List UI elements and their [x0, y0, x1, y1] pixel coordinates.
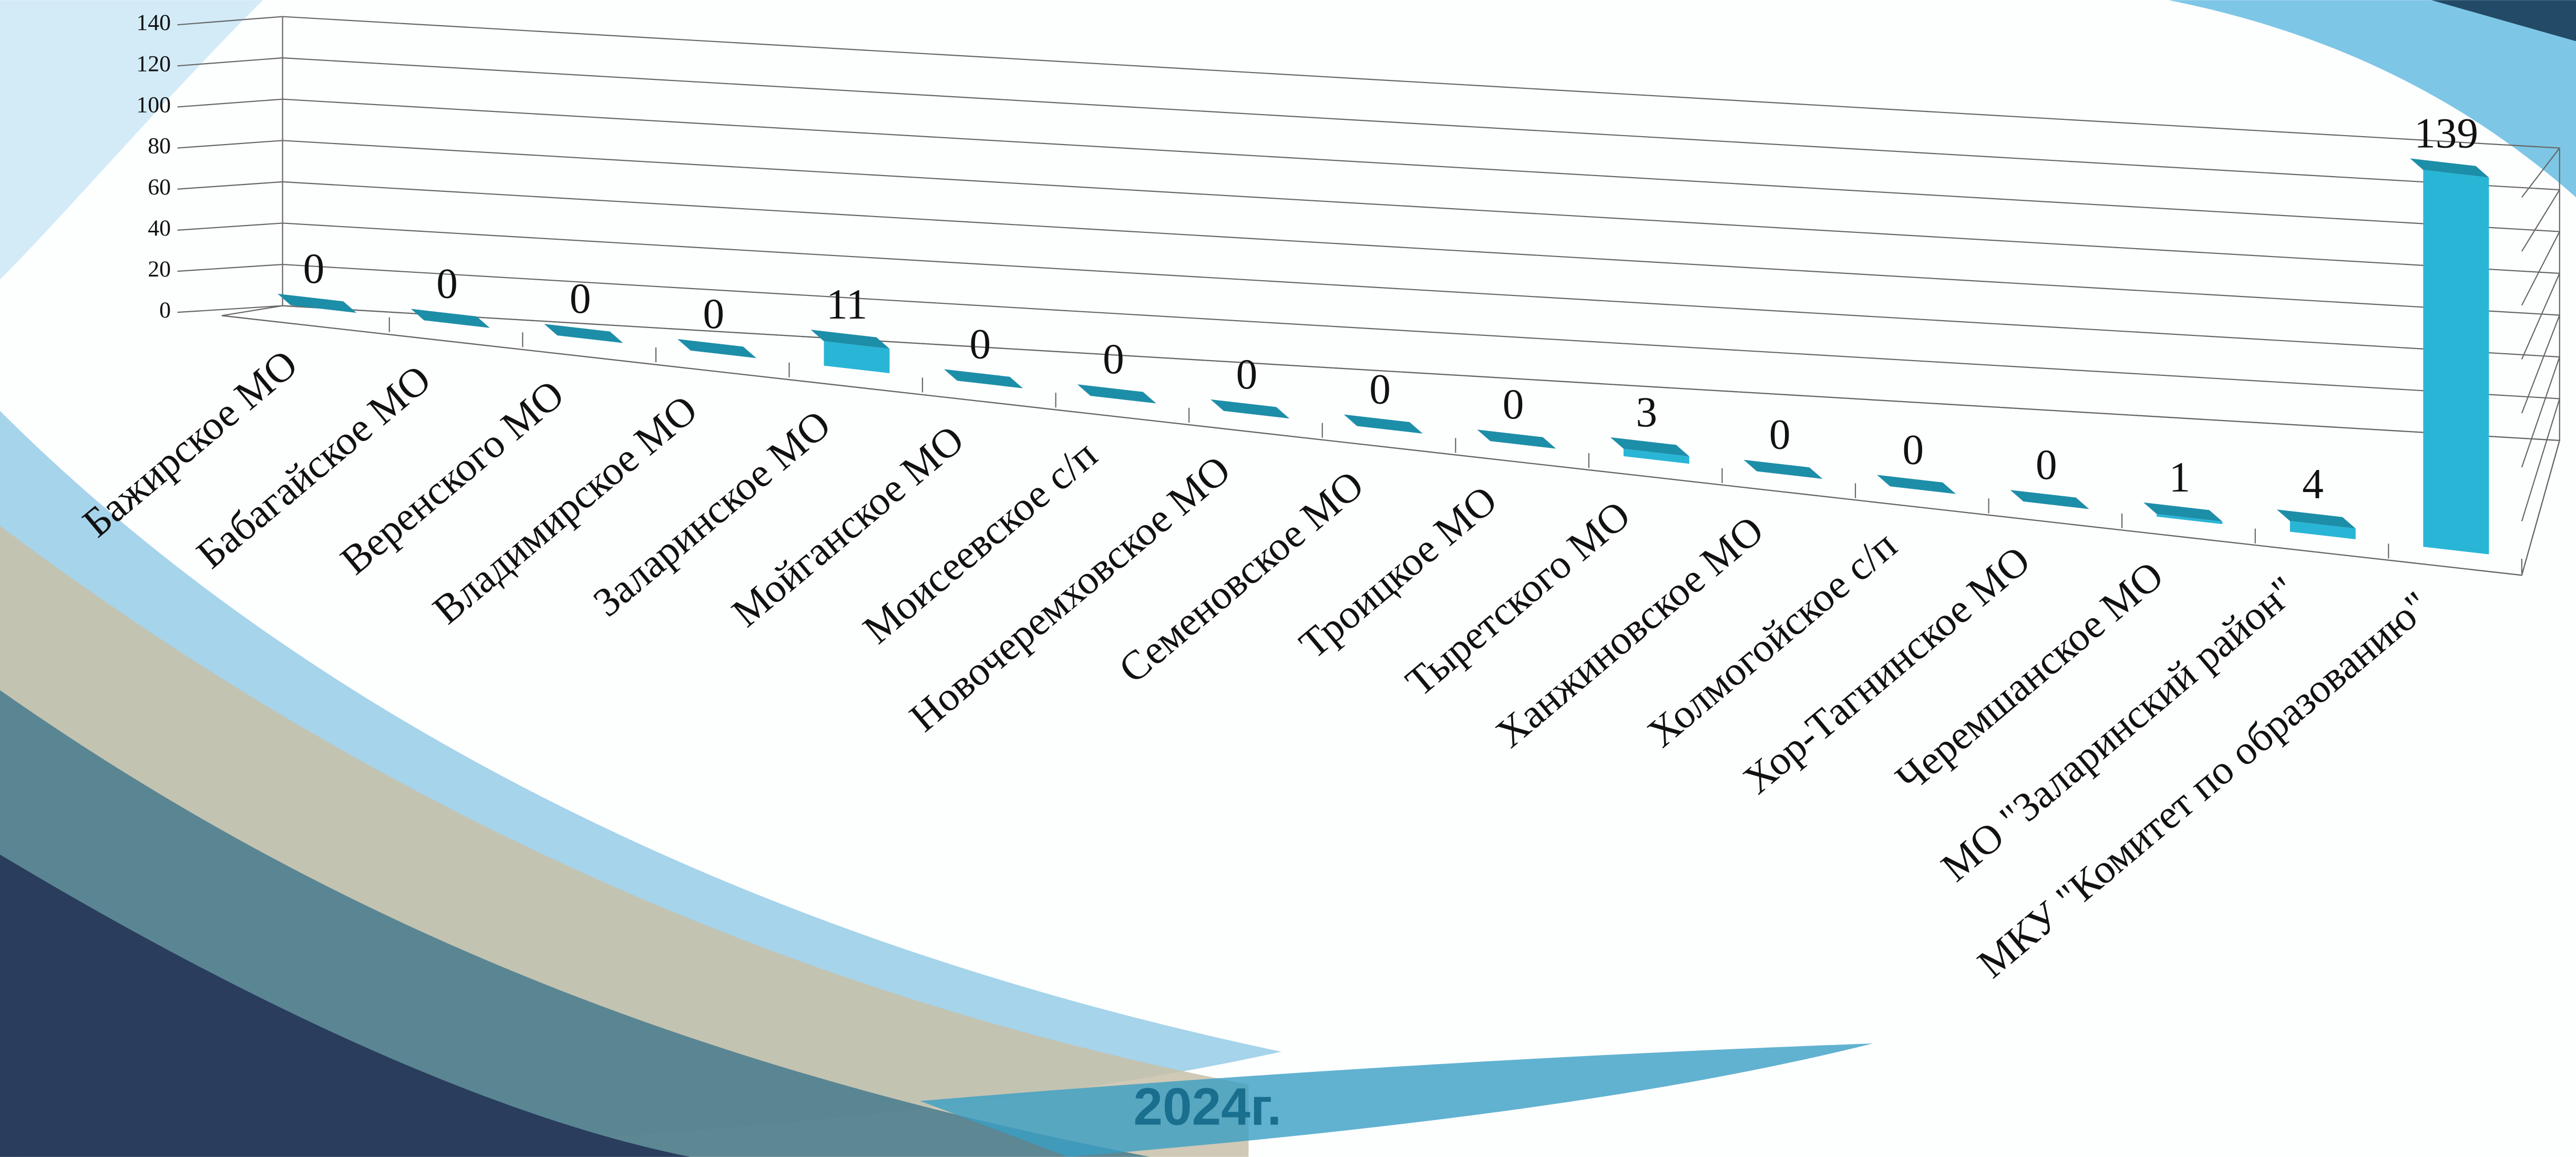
grid-line [2521, 147, 2560, 198]
value-label: 139 [2414, 109, 2478, 157]
value-label: 0 [1369, 366, 1391, 413]
value-label: 0 [1103, 335, 1124, 383]
bar-top [944, 369, 1023, 388]
y-tick-label: 140 [136, 10, 171, 35]
bar-top [544, 324, 623, 343]
grid-line [2521, 231, 2560, 306]
tick-mark [177, 140, 283, 149]
bar-top [1610, 437, 1689, 457]
value-label: 0 [1236, 351, 1258, 398]
bar-top [278, 293, 357, 313]
grid-line [282, 57, 2560, 191]
bar-top [2143, 502, 2223, 522]
bar-front [2157, 514, 2223, 525]
value-label: 1 [2169, 454, 2191, 501]
bar-top [2010, 490, 2089, 509]
y-tick-label: 20 [148, 257, 171, 282]
value-label: 0 [1503, 381, 1524, 428]
tick-mark [177, 181, 283, 190]
bar-top [810, 330, 890, 349]
grid-line [282, 181, 2560, 316]
y-tick-label: 40 [148, 216, 171, 241]
grid-line [282, 98, 2560, 232]
value-label: 0 [1902, 426, 1924, 473]
footer-label: 2024г. [1133, 1078, 1281, 1136]
bar-top [677, 339, 756, 359]
bar-top [410, 309, 490, 328]
value-label: 0 [970, 320, 991, 367]
grid-line [2521, 189, 2560, 252]
grid-line [2521, 356, 2560, 468]
y-tick-label: 100 [136, 92, 171, 117]
tick-mark [177, 222, 283, 231]
bar-front [1623, 448, 1689, 464]
value-label: 3 [1636, 388, 1657, 436]
tick-mark [177, 305, 283, 313]
value-label: 4 [2302, 460, 2324, 508]
bar-top [2410, 158, 2489, 178]
bar-front [2423, 170, 2489, 555]
y-tick-label: 60 [148, 175, 171, 200]
bar-top [1077, 384, 1156, 404]
bar-top [2276, 509, 2356, 529]
value-label: 0 [436, 260, 458, 308]
bar-front [824, 341, 890, 373]
tick-mark [177, 263, 283, 272]
grid-line [282, 140, 2560, 274]
bar-top [1210, 399, 1290, 419]
bar-top [1743, 459, 1823, 479]
tick-mark [177, 16, 283, 26]
grid-line [282, 263, 2560, 400]
axis-line [221, 315, 2522, 576]
grid-line [2521, 440, 2560, 576]
value-label: 0 [1769, 411, 1791, 458]
tick-mark [177, 98, 283, 108]
grid-line [282, 222, 2560, 358]
value-label: 0 [703, 290, 724, 337]
bar-top [1877, 475, 1956, 494]
grid-line [2521, 273, 2560, 360]
grid-line [2521, 398, 2560, 521]
grid-line [282, 16, 2560, 149]
value-label: 0 [2036, 441, 2057, 488]
grid-line [2521, 315, 2560, 414]
bar-top [1477, 429, 1556, 449]
value-label: 0 [570, 275, 591, 322]
y-tick-label: 0 [159, 298, 171, 323]
value-label: 11 [826, 281, 867, 328]
bar-front [2290, 521, 2356, 539]
y-tick-label: 120 [136, 51, 171, 76]
tick-mark [177, 57, 283, 67]
y-tick-label: 80 [148, 134, 171, 159]
value-label: 0 [303, 245, 325, 292]
bar-top [1343, 414, 1423, 434]
grid-line [282, 305, 2560, 442]
